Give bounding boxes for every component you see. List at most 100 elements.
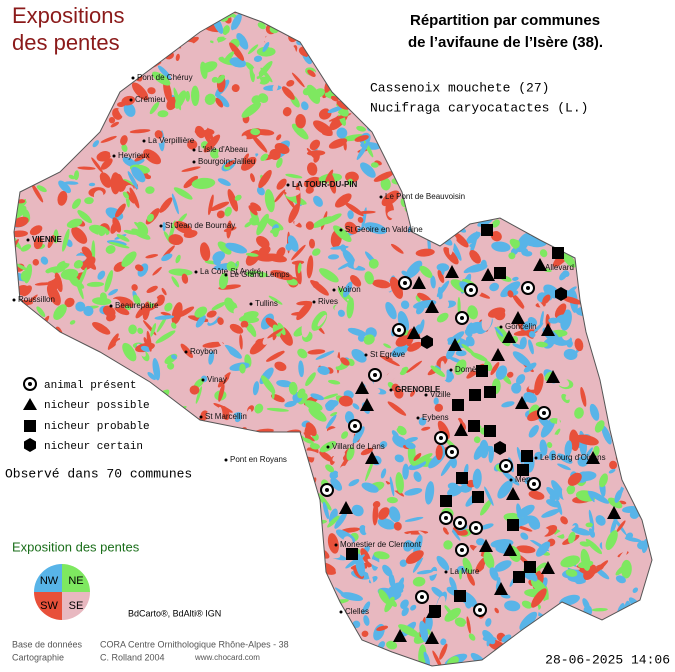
slope-patch xyxy=(574,184,588,192)
slope-patch xyxy=(448,222,467,233)
slope-patch xyxy=(368,30,382,45)
slope-patch xyxy=(123,229,139,235)
slope-patch xyxy=(272,593,280,603)
slope-patch xyxy=(23,132,42,142)
slope-patch xyxy=(195,125,206,139)
slope-patch xyxy=(159,514,169,532)
slope-patch xyxy=(437,170,445,177)
slope-patch xyxy=(245,252,259,257)
slope-patch xyxy=(596,237,611,254)
slope-patch xyxy=(340,244,347,252)
slope-patch xyxy=(205,411,217,419)
slope-patch xyxy=(72,555,83,566)
slope-patch xyxy=(513,55,519,80)
marker-present-dot xyxy=(353,424,357,428)
slope-patch xyxy=(393,411,402,431)
slope-patch xyxy=(171,276,180,288)
slope-patch xyxy=(80,501,91,516)
slope-patch xyxy=(315,554,322,560)
slope-patch xyxy=(416,155,432,169)
slope-patch xyxy=(65,652,79,666)
slope-patch xyxy=(93,190,104,200)
slope-patch xyxy=(312,578,323,588)
slope-patch xyxy=(218,272,229,290)
slope-patch xyxy=(458,440,466,454)
slope-patch xyxy=(341,431,349,439)
slope-patch xyxy=(406,360,423,373)
slope-patch xyxy=(302,437,314,444)
slope-patch xyxy=(622,506,639,513)
slope-patch xyxy=(264,512,278,525)
slope-patch xyxy=(523,187,547,197)
slope-patch xyxy=(473,443,486,460)
slope-patch xyxy=(92,83,101,107)
slope-patch xyxy=(457,203,467,209)
slope-patch xyxy=(606,239,617,252)
slope-patch xyxy=(108,491,119,502)
slope-patch xyxy=(558,195,573,212)
slope-patch xyxy=(631,373,637,388)
marker-probable xyxy=(472,491,484,503)
marker-possible xyxy=(541,323,555,336)
slope-patch xyxy=(361,482,379,493)
slope-patch xyxy=(84,197,94,205)
slope-patch xyxy=(315,27,321,50)
slope-patch xyxy=(563,348,578,360)
slope-patch xyxy=(121,143,128,153)
slope-patch xyxy=(194,591,202,603)
slope-patch xyxy=(476,197,490,215)
slope-patch xyxy=(364,93,369,101)
slope-patch xyxy=(167,451,183,463)
slope-patch xyxy=(53,229,59,244)
slope-patch xyxy=(31,498,43,515)
marker-possible xyxy=(355,381,369,394)
slope-patch xyxy=(87,648,93,658)
place-label: Le Pont de Beauvoisin xyxy=(385,192,465,201)
slope-patch xyxy=(536,206,548,220)
slope-patch xyxy=(489,567,499,581)
slope-patch xyxy=(175,195,191,208)
slope-patch xyxy=(623,130,646,135)
place-dot xyxy=(389,388,393,392)
slope-patch xyxy=(589,83,595,92)
slope-patch xyxy=(539,439,548,456)
slope-patch xyxy=(592,560,609,575)
slope-patch xyxy=(35,495,43,504)
slope-patch xyxy=(313,195,323,207)
marker-possible xyxy=(365,451,379,464)
slope-patch xyxy=(107,333,119,350)
slope-patch xyxy=(562,270,570,277)
slope-patch xyxy=(553,539,566,552)
slope-patch xyxy=(380,468,387,479)
slope-patch xyxy=(327,533,339,554)
slope-patch xyxy=(272,83,279,92)
slope-patch xyxy=(535,153,545,176)
slope-patch xyxy=(296,23,314,41)
slope-patch xyxy=(397,12,404,18)
slope-patch xyxy=(346,446,355,461)
slope-patch xyxy=(347,210,354,220)
slope-patch xyxy=(450,527,461,541)
marker-possible xyxy=(503,543,517,556)
slope-patch xyxy=(129,187,140,209)
slope-patch xyxy=(313,88,325,98)
slope-patch xyxy=(593,273,607,278)
slope-patch xyxy=(126,528,134,534)
slope-patch xyxy=(528,207,549,219)
slope-patch xyxy=(46,139,70,152)
slope-patch xyxy=(361,630,369,638)
slope-patch xyxy=(346,297,355,319)
slope-patch xyxy=(504,600,521,612)
slope-patch xyxy=(614,441,631,452)
slope-patch xyxy=(91,157,104,173)
slope-patch xyxy=(421,426,431,431)
slope-patch xyxy=(620,243,625,262)
slope-patch xyxy=(322,501,330,520)
slope-patch xyxy=(405,442,416,450)
slope-patch xyxy=(391,383,400,392)
slope-patch xyxy=(341,12,357,23)
slope-patch xyxy=(596,64,607,75)
slope-patch xyxy=(82,555,93,567)
slope-patch xyxy=(560,175,568,183)
date: 28-06-2025 14:06 xyxy=(545,652,670,667)
